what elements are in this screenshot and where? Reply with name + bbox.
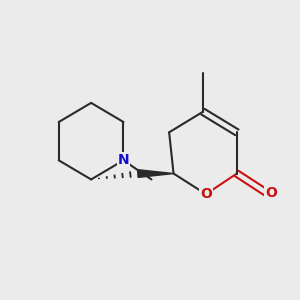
Text: N: N <box>118 153 129 167</box>
Text: O: O <box>265 186 277 200</box>
Polygon shape <box>138 170 174 177</box>
Text: O: O <box>200 187 212 201</box>
